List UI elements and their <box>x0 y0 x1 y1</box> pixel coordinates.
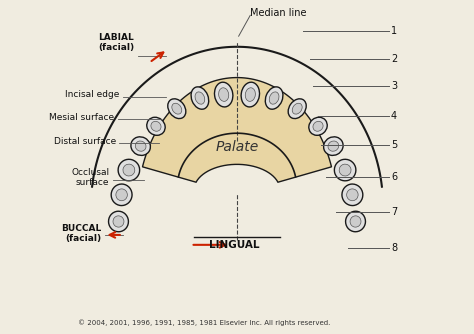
Text: Incisal edge: Incisal edge <box>65 90 119 99</box>
Ellipse shape <box>328 141 339 151</box>
Ellipse shape <box>118 159 140 181</box>
Polygon shape <box>143 77 331 182</box>
Text: 5: 5 <box>391 141 397 151</box>
Text: Distal surface: Distal surface <box>54 137 116 146</box>
Ellipse shape <box>288 99 306 119</box>
Text: 3: 3 <box>391 81 397 91</box>
Text: © 2004, 2001, 1996, 1991, 1985, 1981 Elsevier Inc. All rights reserved.: © 2004, 2001, 1996, 1991, 1985, 1981 Els… <box>78 319 330 326</box>
Ellipse shape <box>346 211 365 232</box>
Text: 7: 7 <box>391 207 397 217</box>
Text: 1: 1 <box>391 26 397 36</box>
Text: 6: 6 <box>391 172 397 182</box>
Ellipse shape <box>168 99 186 119</box>
Ellipse shape <box>334 159 356 181</box>
Ellipse shape <box>131 137 150 155</box>
Ellipse shape <box>339 164 351 176</box>
Text: 2: 2 <box>391 54 397 64</box>
Ellipse shape <box>241 82 259 107</box>
Text: Median line: Median line <box>250 8 307 18</box>
Ellipse shape <box>342 184 363 205</box>
Text: 4: 4 <box>391 111 397 121</box>
Ellipse shape <box>269 92 279 104</box>
Ellipse shape <box>151 121 161 131</box>
Ellipse shape <box>147 117 165 135</box>
Ellipse shape <box>195 92 205 104</box>
Text: Occlusal
surface: Occlusal surface <box>72 168 109 187</box>
Ellipse shape <box>172 103 182 114</box>
Ellipse shape <box>123 164 135 176</box>
Ellipse shape <box>292 103 302 114</box>
Ellipse shape <box>350 216 361 227</box>
Ellipse shape <box>346 189 358 201</box>
Text: Palate: Palate <box>215 140 259 154</box>
Ellipse shape <box>324 137 343 155</box>
Ellipse shape <box>219 88 229 102</box>
Ellipse shape <box>309 117 327 135</box>
Ellipse shape <box>113 216 124 227</box>
Text: LABIAL
(facial): LABIAL (facial) <box>98 33 134 52</box>
Ellipse shape <box>111 184 132 205</box>
Ellipse shape <box>265 87 283 109</box>
Text: 8: 8 <box>391 243 397 253</box>
Text: Mesial surface: Mesial surface <box>49 114 114 123</box>
Text: BUCCAL
(facial): BUCCAL (facial) <box>61 223 101 243</box>
Ellipse shape <box>313 121 323 131</box>
Ellipse shape <box>245 88 255 102</box>
Ellipse shape <box>191 87 209 109</box>
Ellipse shape <box>116 189 128 201</box>
Ellipse shape <box>135 141 146 151</box>
Ellipse shape <box>215 82 233 107</box>
Ellipse shape <box>109 211 128 232</box>
Text: LINGUAL: LINGUAL <box>209 240 259 250</box>
